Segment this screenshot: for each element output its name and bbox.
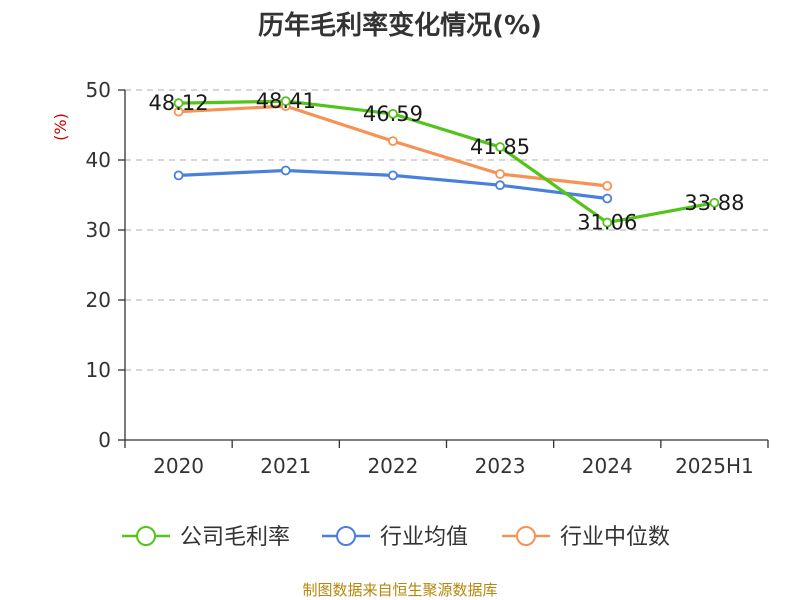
data-labels: 48.12 48.41 46.59 41.85 31.06 33.88: [149, 89, 745, 234]
y-tick-label: 20: [86, 288, 111, 312]
x-tick-label: 2023: [475, 454, 526, 478]
data-label: 33.88: [684, 191, 744, 215]
data-point[interactable]: [173, 170, 184, 181]
source-note: 制图数据来自恒生聚源数据库: [302, 581, 497, 599]
data-point[interactable]: [709, 197, 720, 208]
x-tick-label: 2024: [582, 454, 633, 478]
y-tick-label: 0: [98, 428, 111, 452]
data-point[interactable]: [602, 217, 613, 228]
legend-item-1[interactable]: 行业均值: [322, 525, 468, 550]
series-group: [173, 96, 720, 228]
data-point[interactable]: [388, 170, 398, 181]
legend-label: 行业均值: [380, 525, 468, 550]
legend-item-2[interactable]: 行业中位数: [502, 525, 670, 550]
legend-item-0[interactable]: 公司毛利率: [122, 525, 290, 550]
legend-marker: [516, 526, 536, 546]
x-tick-label: 2020: [153, 454, 204, 478]
data-point[interactable]: [388, 136, 398, 147]
y-tick-label: 50: [86, 78, 111, 102]
data-label: 46.59: [363, 102, 423, 126]
legend-label: 行业中位数: [560, 525, 670, 550]
x-tick-label: 2021: [260, 454, 311, 478]
y-axis-label: (%): [51, 113, 70, 141]
data-point[interactable]: [280, 165, 291, 176]
data-label: 31.06: [577, 211, 637, 235]
data-point[interactable]: [280, 96, 291, 107]
data-point[interactable]: [495, 142, 505, 152]
legend[interactable]: 公司毛利率 行业均值 行业中位数: [122, 525, 670, 550]
y-tick-label: 30: [86, 218, 111, 242]
y-tick-label: 40: [86, 148, 111, 172]
legend-marker: [136, 526, 156, 546]
data-point[interactable]: [495, 180, 505, 191]
data-label: 48.41: [256, 89, 316, 113]
legend-label: 公司毛利率: [180, 525, 290, 550]
x-tick-label: 2025H1: [675, 454, 754, 478]
axes: 0 10 20 30 40 50 2020 2021 2022 2023 2024 2025H1: [86, 78, 769, 478]
legend-marker: [336, 526, 356, 546]
data-point[interactable]: [388, 108, 398, 119]
data-point[interactable]: [495, 169, 505, 179]
data-point[interactable]: [602, 180, 613, 191]
data-label: 48.12: [149, 91, 209, 115]
data-point[interactable]: [602, 193, 613, 204]
y-tick-label: 10: [86, 358, 111, 382]
chart-title: 历年毛利率变化情况(%): [258, 10, 542, 41]
data-label: 41.85: [470, 135, 530, 159]
series-line-0: [178, 99, 715, 225]
data-point[interactable]: [173, 98, 184, 109]
grid-lines: [125, 89, 768, 371]
x-tick-label: 2022: [367, 454, 418, 478]
